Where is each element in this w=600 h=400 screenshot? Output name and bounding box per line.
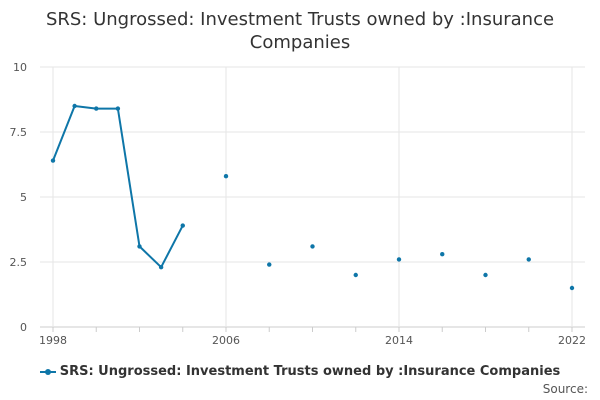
x-tick-label: 2006 — [212, 334, 240, 347]
axes: 0 2.5 5 7.5 10 1998 2006 2014 2022 — [10, 61, 587, 347]
source-label: Source: — [542, 382, 588, 396]
legend-label: SRS: Ungrossed: Investment Trusts owned … — [59, 364, 561, 379]
data-point[interactable] — [440, 252, 445, 257]
data-point[interactable] — [569, 285, 575, 291]
grid-lines — [40, 66, 585, 328]
legend[interactable]: SRS: Ungrossed: Investment Trusts owned … — [0, 364, 600, 379]
data-point[interactable] — [50, 158, 56, 163]
y-tick-label: 5 — [20, 191, 27, 204]
data-point[interactable] — [137, 244, 142, 249]
data-point[interactable] — [180, 223, 185, 228]
data-point[interactable] — [72, 103, 77, 109]
y-tick-label: 2.5 — [10, 256, 28, 269]
data-point[interactable] — [223, 174, 229, 179]
chart-title: SRS: Ungrossed: Investment Trusts owned … — [45, 9, 555, 53]
x-tick-label: 1998 — [39, 334, 67, 347]
series-line-segment — [52, 105, 76, 162]
series-line-segment — [160, 224, 184, 269]
y-tick-label: 7.5 — [10, 126, 28, 139]
data-point[interactable] — [267, 262, 272, 267]
y-tick-label: 0 — [20, 321, 27, 334]
x-tick-label: 2022 — [558, 334, 586, 347]
series-layer — [50, 103, 575, 291]
data-point[interactable] — [158, 265, 164, 270]
data-point[interactable] — [310, 244, 315, 249]
series-line-segment — [73, 105, 98, 110]
x-tick-label: 2014 — [385, 334, 413, 347]
data-point[interactable] — [526, 257, 531, 262]
data-point[interactable] — [483, 272, 488, 278]
series-line-segment — [138, 245, 163, 269]
data-point[interactable] — [353, 272, 358, 278]
data-point[interactable] — [94, 106, 99, 111]
legend-line-marker-icon — [39, 367, 56, 377]
y-tick-label: 10 — [13, 61, 27, 74]
data-point[interactable] — [115, 106, 121, 111]
data-point[interactable] — [396, 257, 402, 262]
series-line-segment — [116, 107, 141, 248]
